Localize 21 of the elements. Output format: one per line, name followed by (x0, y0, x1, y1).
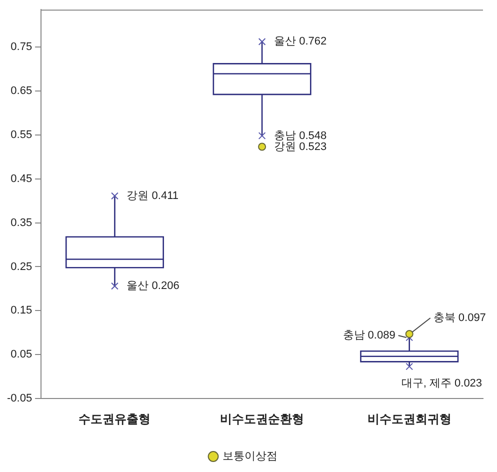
annotation: 강원 0.411 (126, 190, 179, 202)
y-tick-label: 0.25 (10, 260, 32, 273)
annotation: 충남 0.089 (342, 330, 396, 342)
y-tick-label: 0.35 (10, 216, 32, 229)
annotation: 충북 0.097 (433, 312, 486, 324)
y-tick-label: 0.45 (10, 172, 32, 185)
x-tick-label: 수도권유출형 (78, 412, 151, 426)
y-tick-label: -0.05 (6, 392, 32, 405)
annotation: 울산 0.206 (126, 280, 180, 292)
legend-label: 보통이상점 (222, 450, 278, 463)
annotation: 울산 0.762 (274, 36, 327, 48)
annotation: 대구, 제주 0.023 (401, 378, 482, 390)
x-tick-label: 비수도권순환형 (220, 412, 304, 426)
y-tick-label: 0.75 (10, 40, 32, 53)
annotation: 충남 0.548 (274, 130, 327, 142)
y-tick-label: 0.55 (10, 128, 32, 141)
y-tick-label: 0.65 (10, 84, 32, 97)
y-tick-label: 0.05 (10, 348, 32, 361)
annotation: 강원 0.523 (274, 140, 327, 153)
y-tick-label: 0.15 (10, 304, 32, 317)
x-tick-label: 비수도권회귀형 (367, 412, 452, 426)
